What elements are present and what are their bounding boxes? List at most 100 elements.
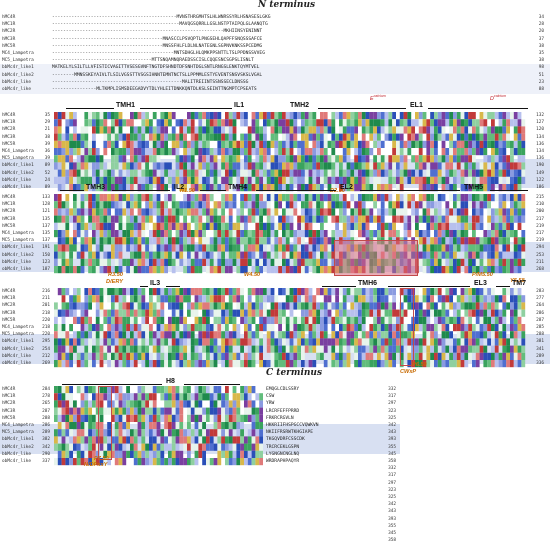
residue-shade — [76, 201, 81, 209]
residue-shade — [240, 458, 244, 466]
residue-shade — [76, 302, 81, 310]
residue-shade — [282, 309, 286, 317]
residue-shade — [282, 345, 286, 353]
residue-shade — [213, 119, 218, 127]
start-position: 288 — [42, 415, 50, 421]
residue-shade — [213, 443, 218, 451]
residue-shade — [168, 230, 172, 238]
residue-shade — [65, 112, 70, 120]
residue-shade — [270, 302, 275, 310]
residue-shade — [141, 126, 146, 134]
residue-shade — [137, 215, 142, 223]
sequence-name: bbMc4r_like1 — [2, 65, 34, 71]
residue-shade — [422, 215, 427, 223]
residue-shade — [293, 201, 298, 209]
residue-shade — [107, 288, 111, 296]
residue-shade — [502, 215, 507, 223]
residue-shade — [202, 436, 206, 444]
residue-shade — [270, 119, 275, 127]
residue-shade — [350, 295, 355, 303]
residue-shade — [327, 155, 332, 163]
sequence-name: bbMc4r_like2 — [2, 72, 34, 78]
residue-shade — [99, 393, 104, 401]
residue-shade — [92, 443, 96, 451]
residue-shade — [358, 222, 362, 230]
residue-shade — [95, 450, 100, 458]
residue-shade — [285, 237, 290, 245]
residue-shade — [160, 222, 165, 230]
residue-shade — [175, 386, 180, 394]
residue-shade — [304, 295, 309, 303]
residue-shade — [513, 258, 518, 266]
residue-shade — [126, 345, 130, 353]
residue-shade — [209, 436, 214, 444]
residue-shade — [521, 302, 526, 310]
residue-shade — [130, 443, 134, 451]
residue-shade — [506, 244, 510, 252]
residue-shade — [209, 126, 214, 134]
residue-shade — [449, 133, 453, 141]
residue-shade — [384, 360, 389, 368]
residue-shade — [183, 338, 187, 346]
residue-shade — [282, 237, 286, 245]
residue-shade — [392, 133, 396, 141]
domain-tmh4: TMH4 — [228, 184, 248, 191]
residue-shade — [266, 244, 271, 252]
residue-shade — [384, 162, 389, 170]
residue-shade — [456, 309, 461, 317]
residue-shade — [88, 352, 92, 360]
residue-shade — [244, 386, 248, 394]
residue-shade — [255, 345, 260, 353]
residue-shade — [152, 407, 157, 415]
end-position: 120 — [536, 127, 544, 133]
residue-shade — [133, 251, 138, 259]
residue-shade — [183, 176, 187, 184]
residue-shade — [327, 251, 332, 259]
residue-shade — [263, 148, 267, 156]
residue-shade — [228, 140, 233, 148]
residue-shade — [293, 155, 298, 163]
residue-shade — [194, 360, 199, 368]
residue-shade — [251, 443, 256, 451]
residue-shade — [114, 140, 119, 148]
residue-shade — [285, 352, 290, 360]
residue-shade — [453, 201, 457, 209]
residue-shade — [95, 126, 100, 134]
residue-shade — [434, 309, 438, 317]
residue-shade — [76, 208, 81, 216]
residue-shade — [259, 338, 263, 346]
residue-shade — [316, 184, 320, 192]
residue-shade — [247, 258, 252, 266]
residue-shade — [213, 324, 218, 332]
residue-shade — [479, 331, 484, 339]
residue-shade — [456, 258, 461, 266]
residue-shade — [460, 140, 465, 148]
residue-shade — [95, 176, 100, 184]
residue-shade — [358, 352, 362, 360]
residue-shade — [240, 338, 244, 346]
residue-shade — [88, 400, 92, 408]
residue-shade — [297, 360, 301, 368]
residue-shade — [69, 324, 73, 332]
residue-shade — [422, 112, 427, 120]
residue-shade — [483, 302, 488, 310]
residue-shade — [513, 331, 518, 339]
residue-shade — [133, 324, 138, 332]
residue-shade — [502, 309, 507, 317]
residue-shade — [304, 208, 309, 216]
residue-shade — [122, 360, 127, 368]
residue-shade — [297, 148, 301, 156]
residue-shade — [175, 230, 180, 238]
residue-shade — [331, 133, 336, 141]
residue-shade — [491, 162, 495, 170]
residue-shade — [217, 215, 222, 223]
residue-shade — [445, 316, 450, 324]
residue-shade — [350, 345, 355, 353]
residue-shade — [198, 295, 203, 303]
residue-shade — [126, 266, 130, 274]
h8-line-left — [62, 384, 162, 385]
residue-shade — [103, 436, 108, 444]
residue-shade — [297, 176, 301, 184]
residue-shade — [61, 422, 66, 430]
residue-shade — [502, 162, 507, 170]
